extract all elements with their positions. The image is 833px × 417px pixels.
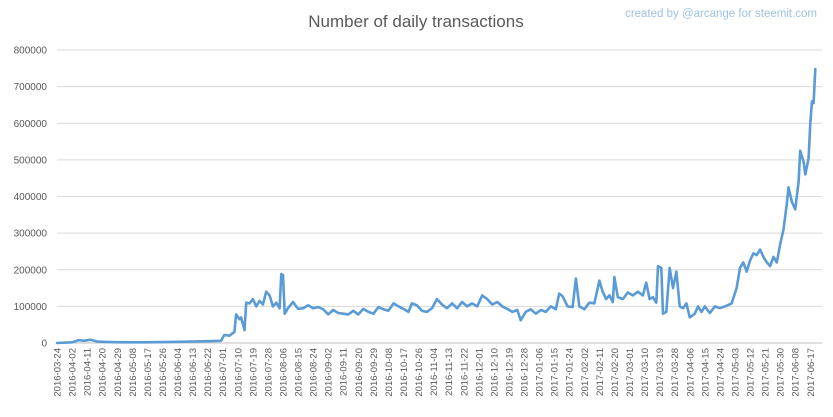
x-tick-label: 2016-08-06 <box>278 348 289 397</box>
x-tick-label: 2016-08-15 <box>294 348 305 397</box>
x-tick-label: 2017-06-08 <box>791 348 802 397</box>
y-tick-label: 400000 <box>14 192 48 203</box>
x-tick-label: 2017-04-15 <box>700 348 711 397</box>
y-axis-ticks: 0 100000 200000 300000 400000 500000 600000 700… <box>14 46 48 350</box>
x-tick-label: 2016-05-17 <box>143 348 154 397</box>
x-tick-label: 2017-03-01 <box>625 348 636 397</box>
x-tick-label: 2017-04-24 <box>715 348 726 397</box>
chart-title: Number of daily transactions <box>308 12 523 31</box>
x-tick-label: 2016-06-13 <box>188 348 199 397</box>
x-tick-label: 2017-05-21 <box>761 348 772 397</box>
y-tick-label: 500000 <box>14 155 48 166</box>
grid-lines <box>57 49 822 307</box>
x-tick-label: 2017-03-10 <box>640 348 651 397</box>
series-lines <box>55 67 817 345</box>
x-tick-label: 2016-05-26 <box>158 348 169 397</box>
x-tick-label: 2016-12-01 <box>474 348 485 397</box>
x-tick-label: 2016-07-01 <box>218 348 229 397</box>
x-tick-label: 2016-12-10 <box>489 348 500 397</box>
x-tick-label: 2016-10-26 <box>414 348 425 397</box>
series-line <box>55 67 817 345</box>
x-tick-label: 2016-11-13 <box>444 348 455 396</box>
x-tick-label: 2016-09-29 <box>369 348 380 397</box>
x-tick-label: 2016-07-28 <box>263 348 274 397</box>
x-tick-label: 2017-05-30 <box>776 348 787 397</box>
x-tick-label: 2017-05-03 <box>730 348 741 397</box>
x-tick-label: 2016-09-20 <box>354 348 365 397</box>
x-tick-label: 2017-02-02 <box>580 348 591 397</box>
x-tick-label: 2017-02-11 <box>595 348 606 396</box>
x-tick-label: 2017-03-28 <box>670 348 681 397</box>
y-tick-label: 800000 <box>14 46 48 57</box>
y-tick-label: 200000 <box>14 265 48 276</box>
x-tick-label: 2017-06-17 <box>806 348 817 397</box>
y-tick-label: 0 <box>41 339 47 350</box>
chart-credit: created by @arcange for steemit.com <box>625 8 817 20</box>
y-tick-label: 700000 <box>14 82 48 93</box>
x-tick-label: 2017-04-06 <box>685 348 696 397</box>
x-tick-label: 2016-04-20 <box>98 348 109 397</box>
x-tick-label: 2016-05-08 <box>128 348 139 397</box>
y-tick-label: 600000 <box>14 119 48 130</box>
x-tick-label: 2017-01-24 <box>565 348 576 397</box>
x-tick-label: 2016-10-08 <box>384 348 395 397</box>
x-tick-label: 2017-01-15 <box>550 348 561 397</box>
x-tick-label: 2017-01-06 <box>535 348 546 397</box>
x-tick-label: 2016-08-24 <box>309 348 320 397</box>
x-tick-label: 2017-05-12 <box>746 348 757 397</box>
x-tick-label: 2016-07-19 <box>248 348 259 397</box>
x-tick-label: 2016-10-17 <box>399 348 410 397</box>
x-tick-label: 2016-04-02 <box>68 348 79 397</box>
x-tick-label: 2016-06-22 <box>203 348 214 397</box>
x-axis-ticks: 2016-03-24 2016-04-02 2016-04-11 2016-04-20… <box>53 348 817 397</box>
x-tick-label: 2016-09-02 <box>324 348 335 397</box>
x-tick-label: 2016-12-28 <box>520 348 531 397</box>
x-tick-label: 2016-06-04 <box>173 348 184 397</box>
x-tick-label: 2016-12-19 <box>504 348 515 397</box>
x-tick-label: 2016-11-04 <box>429 348 440 396</box>
y-tick-label: 100000 <box>14 302 48 313</box>
x-tick-label: 2016-11-22 <box>459 348 470 396</box>
y-tick-label: 300000 <box>14 229 48 240</box>
x-tick-label: 2016-04-29 <box>113 348 124 397</box>
x-tick-label: 2016-03-24 <box>53 348 64 397</box>
x-tick-label: 2017-02-20 <box>610 348 621 397</box>
x-tick-label: 2016-07-10 <box>233 348 244 397</box>
x-tick-label: 2016-04-11 <box>83 348 94 396</box>
x-tick-label: 2017-03-19 <box>655 348 666 397</box>
x-tick-label: 2016-09-11 <box>339 348 350 396</box>
